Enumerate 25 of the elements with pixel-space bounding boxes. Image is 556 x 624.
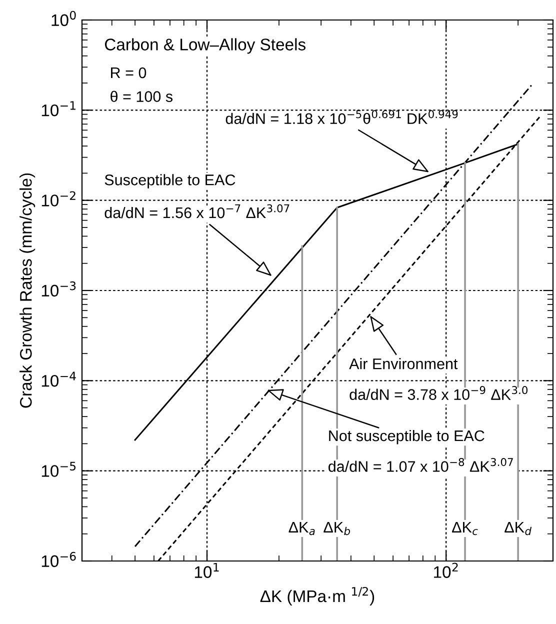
series-label: ΔK$_{a}$ [288, 522, 315, 536]
y-tick-label: 10$^{−5}$ [42, 462, 76, 477]
annotation: da/dN = 1.56 x 10$^{−7}$ ΔK$^{3.07}$ [104, 204, 290, 218]
y-tick-label: 10$^{−6}$ [42, 552, 76, 568]
y-tick-label: 10$^{−2}$ [42, 191, 76, 206]
annotation: da/dN = 1.07 x 10$^{−8}$ ΔK$^{3.07}$ [328, 458, 513, 472]
annotation: Carbon & Low–Alloy Steels [104, 38, 306, 54]
series-label: ΔK$_{b}$ [324, 522, 350, 536]
annotation: da/dN = 3.78 x 10$^{−9}$ ΔK$^{3.0}$ [350, 386, 528, 400]
annotation: Not susceptible to EAC [329, 430, 484, 444]
x-tick-label: 10$^{2}$ [434, 562, 458, 578]
y-tick-label: 10$^{0}$ [52, 10, 76, 26]
x-axis-title: ΔK (MPa·m $^{1/2}$) [260, 586, 374, 606]
series-label: ΔK$_{c}$ [452, 522, 478, 536]
y-tick-label: 10$^{−1}$ [42, 101, 76, 116]
y-tick-label: 10$^{−4}$ [42, 372, 76, 387]
y-tick-label: 10$^{−3}$ [42, 281, 76, 297]
annotation: da/dN = 1.18 x 10$^{−5}$θ$^{0.691}$ DK$^{0.949}$ [226, 110, 458, 124]
y-axis-title: Crack Growth Rates (mm/cycle) [20, 173, 36, 408]
series-label: ΔK$_{d}$ [504, 522, 532, 536]
x-tick-label: 10$^{1}$ [194, 562, 219, 578]
annotation: θ = 100 s [110, 90, 173, 102]
annotation: R = 0 [111, 67, 146, 78]
annotation: Susceptible to EAC [104, 174, 236, 188]
annotation: Air Environment [349, 358, 458, 370]
